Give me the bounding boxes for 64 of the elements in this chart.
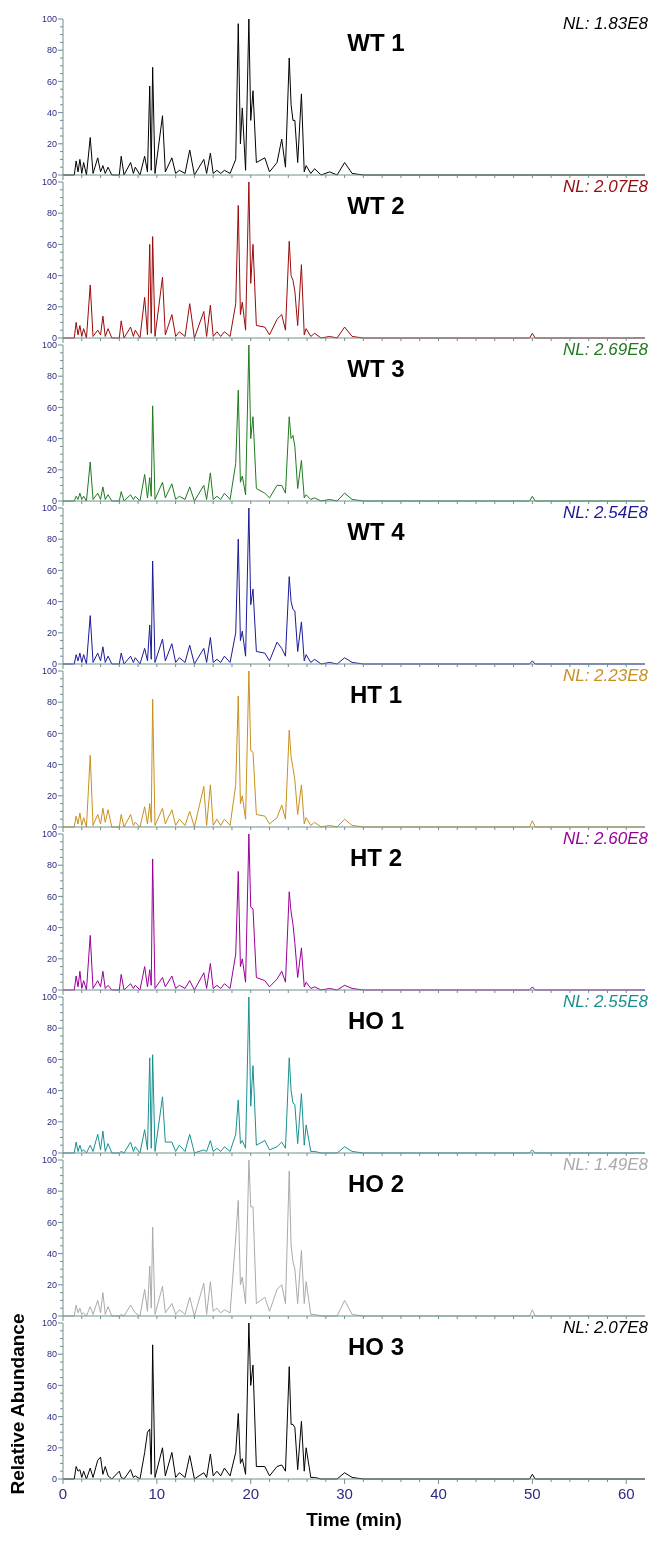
chart-title: WT 4 bbox=[347, 518, 406, 545]
y-tick-label: 60 bbox=[46, 1380, 57, 1391]
y-tick-label: 20 bbox=[46, 1116, 57, 1127]
y-tick-label: 60 bbox=[46, 565, 57, 576]
y-tick-label: 80 bbox=[46, 534, 57, 545]
x-tick-label: 20 bbox=[242, 1485, 260, 1502]
y-tick-label: 40 bbox=[46, 759, 57, 770]
y-tick-label: 20 bbox=[46, 627, 57, 638]
chart-title: HO 3 bbox=[347, 1333, 405, 1360]
y-tick-label: 20 bbox=[46, 1279, 57, 1290]
annotation: NL: 2.55E8 bbox=[562, 992, 649, 1011]
y-tick-label: 80 bbox=[46, 1186, 57, 1197]
y-tick-label: 80 bbox=[46, 697, 57, 708]
y-tick-label: 20 bbox=[46, 464, 57, 475]
y-tick-label: 80 bbox=[46, 45, 57, 56]
annotation: NL: 2.07E8 bbox=[562, 1318, 649, 1337]
y-tick-label: 40 bbox=[46, 270, 57, 281]
y-tick-label: 40 bbox=[46, 107, 57, 118]
y-tick-label: 80 bbox=[46, 860, 57, 871]
annotation: NL: 2.69E8 bbox=[562, 340, 649, 359]
y-tick-label: 20 bbox=[46, 1442, 57, 1453]
y-tick-label: 60 bbox=[46, 891, 57, 902]
y-tick-label: 40 bbox=[46, 922, 57, 933]
y-tick-label: 40 bbox=[46, 1085, 57, 1096]
x-tick-label: 60 bbox=[617, 1485, 635, 1502]
annotation: NL: 2.60E8 bbox=[562, 829, 649, 848]
x-tick-label: 30 bbox=[336, 1485, 353, 1502]
y-tick-label: 60 bbox=[46, 402, 57, 413]
y-tick-label: 60 bbox=[46, 239, 57, 250]
y-tick-label: 60 bbox=[46, 76, 57, 87]
y-tick-label: 20 bbox=[46, 953, 57, 964]
y-tick-label: 80 bbox=[46, 208, 57, 219]
x-axis-title: Time (min) bbox=[306, 1509, 402, 1530]
x-tick-label: 10 bbox=[148, 1485, 166, 1502]
y-tick-label: 60 bbox=[46, 1217, 57, 1228]
annotation: NL: 2.23E8 bbox=[562, 666, 649, 685]
chart-title: WT 3 bbox=[347, 355, 405, 382]
chart-title: HT 1 bbox=[349, 681, 403, 708]
y-tick-label: 20 bbox=[46, 138, 57, 149]
y-tick-label: 40 bbox=[46, 596, 57, 607]
y-tick-label: 40 bbox=[46, 1411, 57, 1422]
chart-title: HT 2 bbox=[349, 844, 403, 871]
y-tick-label: 80 bbox=[46, 1023, 57, 1034]
y-tick-label: 20 bbox=[46, 790, 57, 801]
y-tick-label: 60 bbox=[46, 1054, 57, 1065]
x-tick-label: 40 bbox=[430, 1485, 447, 1502]
annotation: NL: 1.83E8 bbox=[562, 14, 649, 33]
y-tick-label: 100 bbox=[41, 14, 57, 25]
annotation: NL: 2.54E8 bbox=[562, 503, 649, 522]
y-tick-label: 40 bbox=[46, 1248, 57, 1259]
x-tick-label: 50 bbox=[524, 1485, 541, 1502]
y-tick-label: 80 bbox=[46, 1349, 57, 1360]
chart-title: HO 1 bbox=[347, 1007, 405, 1034]
y-axis-title: Relative Abundance bbox=[7, 1313, 28, 1495]
annotation: NL: 2.07E8 bbox=[562, 177, 649, 196]
y-tick-label: 60 bbox=[46, 728, 57, 739]
chart-title: WT 2 bbox=[347, 192, 405, 219]
annotation: NL: 1.49E8 bbox=[562, 1155, 649, 1174]
y-tick-label: 40 bbox=[46, 433, 57, 444]
y-tick-label: 20 bbox=[46, 301, 57, 312]
chart-title: WT 1 bbox=[347, 29, 405, 56]
y-tick-label: 80 bbox=[46, 371, 57, 382]
chart-title: HO 2 bbox=[347, 1170, 405, 1197]
y-tick-label: 0 bbox=[51, 1474, 57, 1485]
